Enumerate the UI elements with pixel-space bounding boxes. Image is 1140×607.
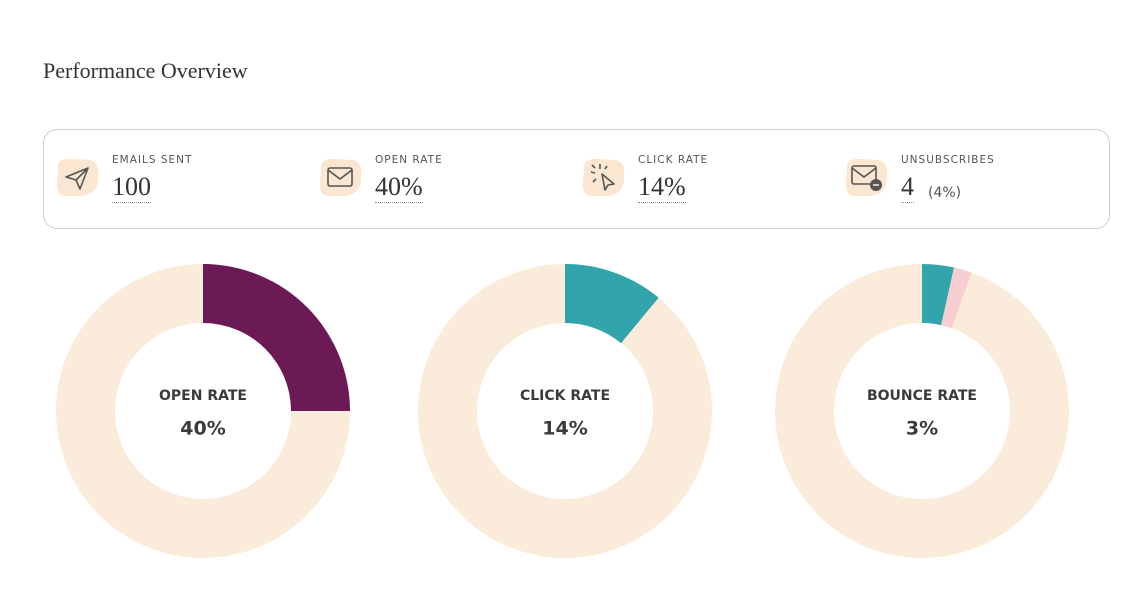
stats-card: EMAILS SENT 100 OPEN RATE 40% CLICK RATE… bbox=[43, 129, 1110, 229]
stat-value: 14% bbox=[638, 172, 686, 203]
mail-icon bbox=[319, 158, 362, 196]
page-title: Performance Overview bbox=[43, 58, 248, 83]
stat-value: 100 bbox=[112, 172, 151, 203]
click-icon bbox=[582, 158, 625, 196]
donut-value: 40% bbox=[180, 418, 225, 440]
send-icon bbox=[56, 158, 99, 196]
stat-value: 40% bbox=[375, 172, 423, 203]
donut-segment bbox=[941, 267, 972, 329]
stat-label: UNSUBSCRIBES bbox=[901, 154, 995, 166]
donut-label: BOUNCE RATE bbox=[867, 388, 977, 404]
donut-segment bbox=[775, 264, 1070, 558]
donut-segment bbox=[565, 264, 659, 344]
unsubscribe-icon bbox=[845, 158, 888, 196]
stat-label: EMAILS SENT bbox=[112, 154, 193, 166]
donut-segment bbox=[922, 264, 955, 326]
donut-segment bbox=[56, 264, 350, 558]
donut-label: CLICK RATE bbox=[520, 388, 610, 404]
donut-segment bbox=[418, 264, 713, 558]
donut-segment bbox=[203, 264, 350, 411]
stat-value: 4 bbox=[901, 172, 914, 203]
donut-value: 3% bbox=[906, 418, 938, 440]
donut-label: OPEN RATE bbox=[159, 388, 247, 404]
stat-note: (4%) bbox=[928, 185, 962, 201]
stat-label: OPEN RATE bbox=[375, 154, 443, 166]
donut-value: 14% bbox=[542, 418, 587, 440]
charts: OPEN RATE 40% CLICK RATE 14% BOUNCE RATE 3% bbox=[56, 264, 1070, 558]
stat-label: CLICK RATE bbox=[638, 154, 709, 166]
